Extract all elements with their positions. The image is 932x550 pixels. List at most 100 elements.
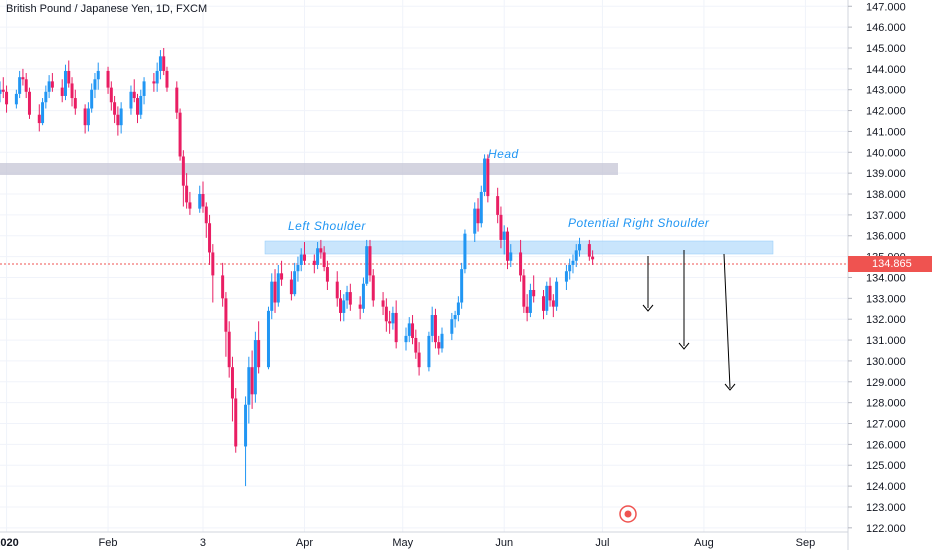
candle-body [250,367,254,395]
candle-body [322,252,326,268]
candle-body [519,252,523,276]
candle-body [273,281,277,303]
candle-body [483,158,487,192]
candle-body [90,89,94,109]
candle-body [564,271,568,282]
candle-body [86,108,90,126]
candle-body [371,275,375,301]
candle-body [24,79,28,92]
candle-body [165,70,169,88]
y-tick-label: 132.000 [866,314,906,326]
candle-body [587,244,591,257]
y-tick-label: 131.000 [866,335,906,347]
candle-body [106,70,110,88]
y-tick-label: 138.000 [866,189,906,201]
candle-body [119,108,123,126]
y-tick-label: 125.000 [866,460,906,472]
candle-body [0,89,2,94]
candle-body [280,273,284,280]
target-arrow-1-head [642,304,654,312]
price-axis[interactable]: 122.000 123.000 124.000 125.000 126.000 127.0… [848,1,906,535]
y-tick-label: 123.000 [866,502,906,514]
candle-body [132,91,136,99]
last-price-tag: 134.865 [848,256,932,272]
candle-body [1,89,5,92]
candle-body [404,335,408,343]
y-tick-label: 130.000 [866,356,906,368]
candle-body [139,95,143,115]
y-tick-label: 128.000 [866,398,906,410]
candles [0,47,595,487]
y-tick-label: 122.000 [866,523,906,535]
candle-body [414,337,418,353]
candle-body [266,310,270,368]
x-tick-label: Sep [796,537,816,549]
time-axis[interactable]: 2020 Feb 3 Apr May Jun Jul Aug Sep [0,531,848,549]
candle-body [345,292,349,301]
candle-body [591,256,595,260]
annotation-head: Head [488,147,519,161]
candle-body [204,206,208,224]
candle-body [411,323,415,338]
candle-body [299,254,303,265]
candle-body [574,250,578,261]
candle-body [27,91,31,115]
candle-body [296,264,300,272]
y-tick-label: 134.000 [866,272,906,284]
candle-body [368,246,372,276]
candle-body [427,335,431,368]
candle-body [365,246,369,284]
candle-body [224,298,228,332]
candle-body [60,87,64,96]
candle-body [41,102,45,124]
candle-body [63,70,67,96]
candle-body [407,323,411,336]
candle-body [37,114,41,124]
candle-body [208,223,212,253]
candle-body [319,248,323,253]
symbol-title[interactable]: British Pound / Japanese Yen, 1D, FXCM [6,3,208,15]
candle-body [384,306,388,322]
candle-body [456,302,460,316]
candle-body [230,367,234,399]
candle-body [394,312,398,343]
candle-body [227,331,231,368]
candle-body [14,93,18,105]
candle-body [342,300,346,313]
candle-body [185,185,189,203]
candle-body [381,300,385,307]
candle-body [430,315,434,336]
candle-body [162,56,166,71]
y-tick-label: 147.000 [866,1,906,13]
candle-body [555,281,559,307]
annotation-left-shoulder: Left Shoulder [288,219,366,233]
y-tick-label: 136.000 [866,231,906,243]
candle-body [545,285,549,311]
candle-body [152,81,156,84]
candle-body [325,267,329,282]
candle-body [47,81,51,92]
neckline-zone-grey [0,163,618,175]
candle-body [528,289,532,313]
candle-body [96,70,100,80]
y-tick-label: 124.000 [866,481,906,493]
candle-body [198,194,202,209]
candle-body [499,214,503,240]
x-tick-label: Jul [595,537,609,549]
candle-body [67,70,71,84]
candle-body [158,56,162,71]
candle-body [440,333,444,349]
candle-body [302,254,306,261]
candle-body [473,208,477,234]
candle-body [21,77,25,80]
candle-body [155,70,159,84]
candle-body [463,233,467,270]
earnings-event-icon[interactable] [619,505,637,523]
candle-body [548,285,552,301]
candle-body [486,158,490,197]
candle-body [505,231,509,261]
target-arrow-3 [723,253,731,389]
candle-body [361,283,365,309]
candle-body [450,319,454,334]
